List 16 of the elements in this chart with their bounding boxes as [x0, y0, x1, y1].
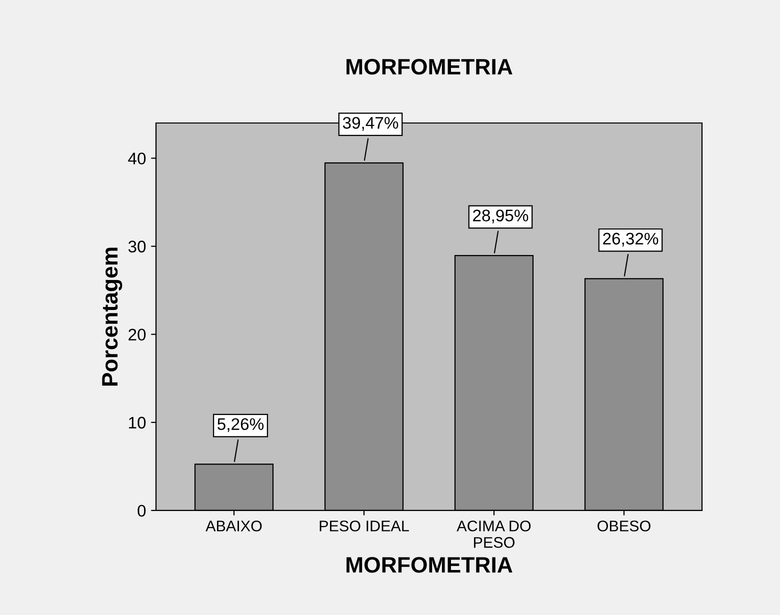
chart-title: MORFOMETRIA — [346, 58, 512, 75]
x-tick-label: OBESO — [598, 520, 650, 532]
y-tick-label: 0 — [138, 504, 146, 517]
x-tick-label: PESO IDEAL — [320, 520, 409, 532]
data-label: 28,95% — [473, 210, 528, 224]
data-label: 26,32% — [603, 232, 658, 247]
x-tick-label: ABAIXO — [206, 520, 262, 532]
data-label: 39,47% — [342, 116, 398, 131]
y-tick-label: 20 — [128, 328, 146, 341]
y-tick-label: 30 — [128, 240, 146, 252]
y-tick-label: 40 — [128, 152, 146, 164]
x-tick-label: ACIMA DO PESO — [456, 520, 531, 548]
y-axis-title: Porcentagem — [102, 248, 122, 386]
y-tick-label: 10 — [129, 416, 146, 429]
x-axis-title: MORFOMETRIA — [346, 557, 512, 573]
data-label: 5,26% — [218, 418, 264, 432]
